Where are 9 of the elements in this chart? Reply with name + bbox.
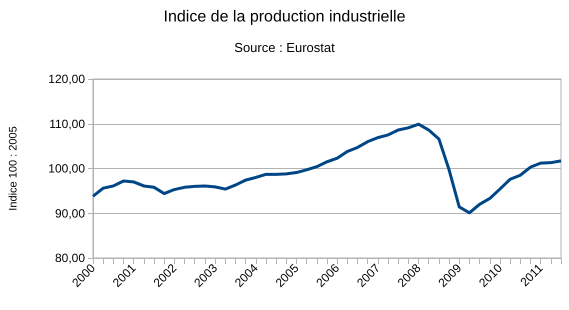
y-tick-label: 100,00 (48, 162, 86, 176)
y-tick-label: 80,00 (54, 251, 86, 265)
y-axis-title: Indice 100 : 2005 (8, 126, 20, 211)
y-tick-label: 120,00 (48, 72, 86, 86)
chart-title: Indice de la production industrielle (164, 8, 406, 26)
y-tick-label: 90,00 (54, 206, 86, 220)
line-series (92, 122, 562, 214)
y-tick-label: 110,00 (49, 116, 86, 131)
chart-subtitle: Source : Eurostat (234, 40, 336, 55)
